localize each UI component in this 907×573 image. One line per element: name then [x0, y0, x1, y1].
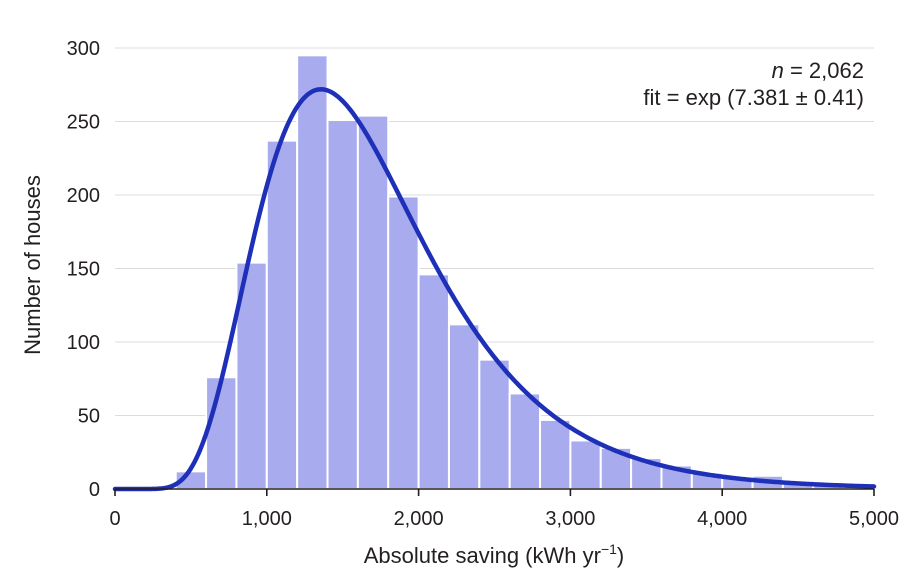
x-axis-title-superscript: −1 — [601, 541, 617, 557]
y-axis-ticks: 0 50 100 150 200 250 300 — [67, 38, 100, 501]
histogram-bar — [447, 323, 481, 490]
x-tick-label: 0 — [109, 508, 120, 530]
y-tick-label: 200 — [67, 185, 100, 207]
histogram-bar — [387, 195, 420, 490]
x-tick-label: 4,000 — [697, 508, 747, 530]
y-tick-label: 300 — [67, 38, 100, 60]
y-tick-label: 250 — [67, 112, 100, 134]
histogram-bar — [326, 119, 359, 490]
annotation-n-value: = 2,062 — [784, 58, 864, 83]
y-tick-label: 100 — [67, 332, 100, 354]
histogram-bar — [508, 392, 542, 491]
annotation-fit: fit = exp (7.381 ± 0.41) — [643, 85, 864, 110]
x-axis-title: Absolute saving (kWh yr−1) — [364, 541, 625, 568]
y-tick-label: 50 — [78, 406, 100, 428]
histogram-bars — [174, 54, 876, 491]
histogram-bar — [265, 139, 299, 491]
histogram-bar — [205, 376, 238, 490]
y-tick-label: 0 — [89, 479, 100, 501]
annotation-n-symbol: n — [772, 58, 784, 83]
x-tick-label: 5,000 — [849, 508, 899, 530]
x-tick-label: 1,000 — [242, 508, 292, 530]
x-axis-ticks: 0 1,000 2,000 3,000 4,000 5,000 — [109, 489, 899, 530]
histogram-bar — [296, 54, 329, 490]
annotation-n: n = 2,062 — [772, 58, 864, 83]
x-axis-title-text: Absolute saving (kWh yr — [364, 543, 601, 568]
histogram-bar — [539, 418, 572, 490]
histogram-bar — [417, 273, 450, 490]
x-axis-title-close: ) — [617, 543, 624, 568]
fit-curve — [112, 87, 877, 492]
y-tick-label: 150 — [67, 259, 100, 281]
histogram-bar — [569, 439, 602, 490]
x-tick-label: 2,000 — [394, 508, 444, 530]
histogram-bar — [478, 358, 511, 491]
y-axis-title: Number of houses — [20, 175, 45, 355]
histogram-bar — [356, 114, 390, 491]
x-tick-label: 3,000 — [545, 508, 595, 530]
